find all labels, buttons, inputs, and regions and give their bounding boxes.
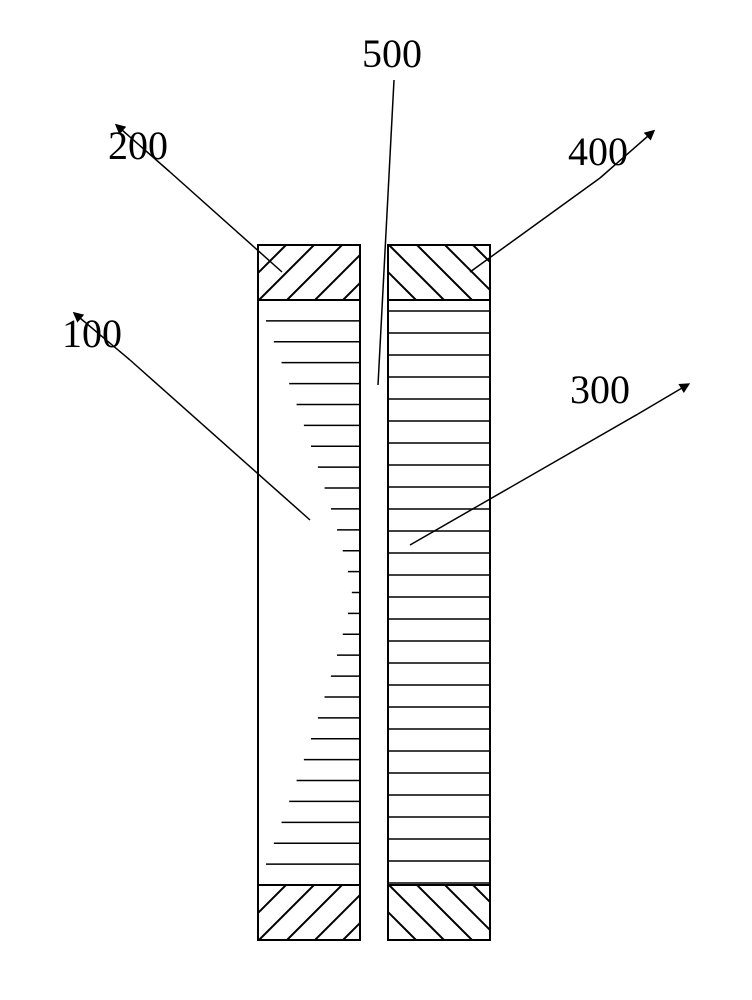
technical-diagram (0, 0, 752, 1000)
